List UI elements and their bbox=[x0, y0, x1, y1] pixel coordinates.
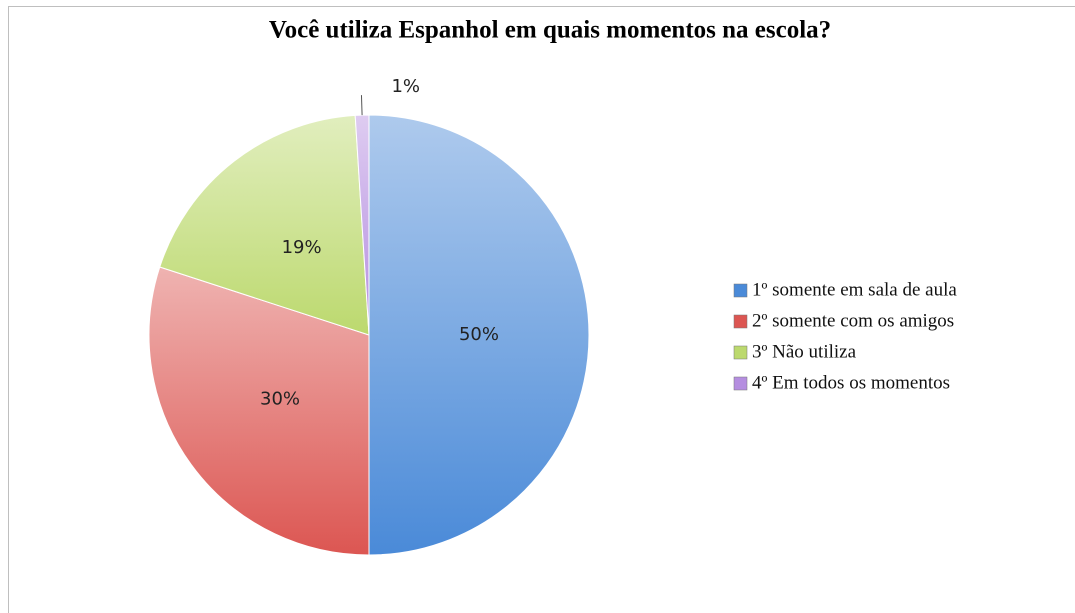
pie-slice bbox=[368, 114, 590, 556]
data-label: 19% bbox=[282, 237, 322, 258]
legend-swatch bbox=[733, 314, 748, 329]
pie-slice bbox=[148, 266, 370, 556]
leader-line bbox=[360, 95, 363, 116]
legend-label: 2º somente com os amigos bbox=[752, 310, 954, 331]
chart-title: Você utiliza Espanhol em quais momentos … bbox=[269, 17, 831, 44]
data-label: 30% bbox=[260, 389, 300, 410]
pie-slice bbox=[159, 114, 370, 336]
legend-label: 4º Em todos os momentos bbox=[752, 372, 950, 393]
legend-label: 3º Não utiliza bbox=[752, 341, 857, 362]
data-label: 50% bbox=[459, 324, 499, 345]
legend-swatch bbox=[733, 283, 748, 298]
data-label: 1% bbox=[391, 76, 420, 97]
legend-label: 1º somente em sala de aula bbox=[752, 279, 957, 300]
legend-swatch bbox=[733, 345, 748, 360]
legend-swatch bbox=[733, 376, 748, 391]
